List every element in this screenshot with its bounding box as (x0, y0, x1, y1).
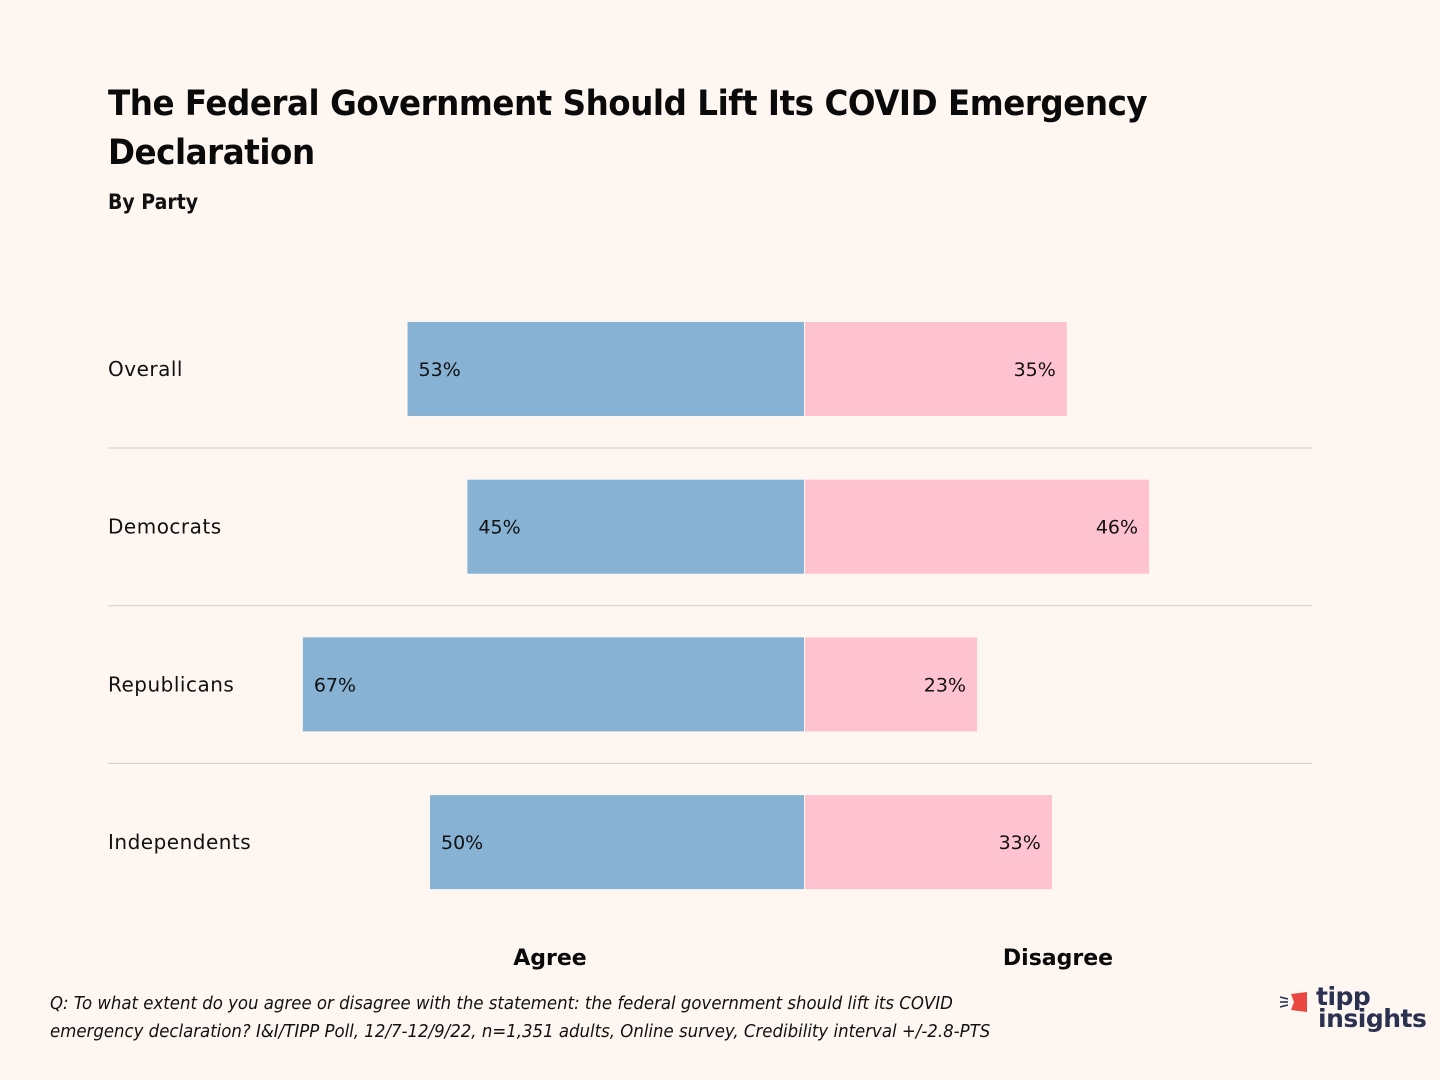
value-label-agree: 50% (441, 832, 483, 854)
value-label-disagree: 23% (924, 674, 966, 696)
bar-disagree (805, 479, 1150, 574)
logo-text-tipp: tipp (1316, 982, 1371, 1011)
value-label-disagree: 46% (1096, 517, 1138, 539)
bar-agree (302, 637, 804, 732)
bar-disagree (805, 322, 1067, 416)
bar-disagree (805, 795, 1052, 890)
tipp-insights-logo: tipp insights (1280, 982, 1430, 1040)
megaphone-icon (1280, 992, 1307, 1012)
bar-disagree (805, 637, 978, 732)
chart-title: The Federal Government Should Lift Its C… (108, 84, 1148, 173)
category-label: Overall (108, 357, 183, 381)
category-label: Republicans (108, 672, 234, 696)
chart-subtitle: By Party (108, 190, 199, 214)
category-label: Democrats (108, 515, 222, 539)
footnote-line-1: Q: To what extent do you agree or disagr… (50, 993, 953, 1014)
category-label: Independents (108, 830, 251, 854)
value-label-disagree: 33% (999, 832, 1041, 854)
legend-disagree: Disagree (1003, 946, 1113, 971)
value-label-agree: 53% (419, 359, 461, 381)
bar-agree (467, 479, 804, 574)
bar-agree (407, 322, 804, 416)
bar-agree (430, 795, 804, 890)
value-label-agree: 67% (314, 674, 356, 696)
footnote-line-2: emergency declaration? I&I/TIPP Poll, 12… (50, 1021, 991, 1042)
value-label-disagree: 35% (1014, 359, 1056, 381)
legend-agree: Agree (513, 946, 586, 971)
logo-text-insights: insights (1318, 1004, 1427, 1033)
value-label-agree: 45% (478, 517, 520, 539)
footnote: Q: To what extent do you agree or disagr… (50, 990, 1154, 1046)
